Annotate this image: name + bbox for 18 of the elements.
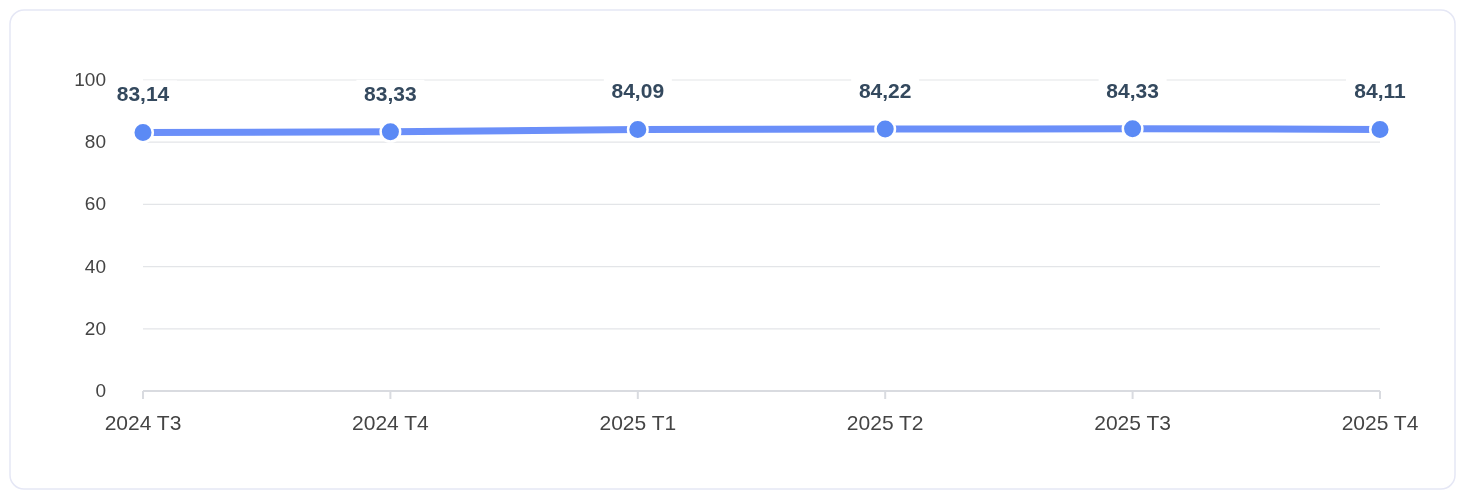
data-label: 84,09 bbox=[611, 79, 665, 103]
x-tick-label: 2025 T1 bbox=[599, 411, 677, 434]
x-tick-label: 2025 T2 bbox=[846, 411, 924, 434]
y-tick-label: 60 bbox=[84, 193, 106, 215]
y-tick-label: 40 bbox=[84, 255, 106, 277]
data-label: 84,33 bbox=[1106, 78, 1159, 102]
y-tick-label: 100 bbox=[74, 69, 106, 90]
y-tick-label: 0 bbox=[95, 380, 106, 401]
data-label: 83,33 bbox=[364, 81, 417, 105]
data-label: 83,14 bbox=[116, 82, 170, 106]
data-label: 84,11 bbox=[1354, 79, 1407, 103]
x-tick-label: 2024 T4 bbox=[352, 411, 430, 434]
x-tick-label: 2025 T3 bbox=[1094, 411, 1171, 434]
data-label: 84,22 bbox=[858, 79, 912, 103]
y-tick-label: 20 bbox=[84, 317, 106, 339]
y-tick-label: 80 bbox=[84, 131, 106, 153]
x-tick-label: 2024 T3 bbox=[104, 411, 182, 434]
x-tick-label: 2025 T4 bbox=[1341, 411, 1419, 434]
